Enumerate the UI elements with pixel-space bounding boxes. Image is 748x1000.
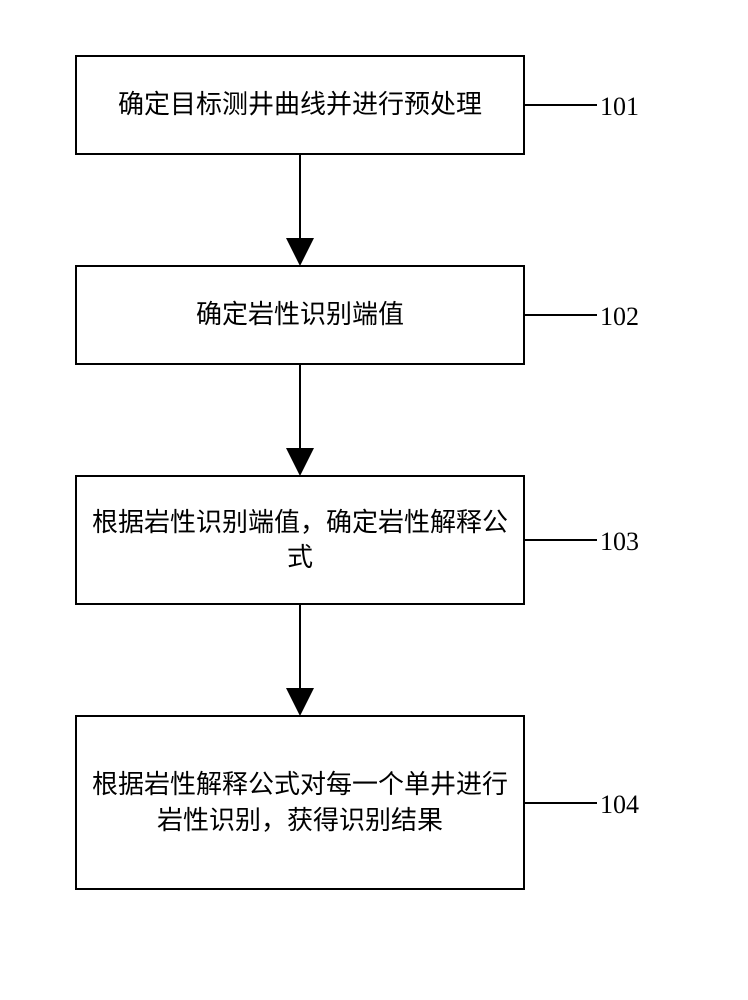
- flowchart-canvas: 确定目标测井曲线并进行预处理 确定岩性识别端值 根据岩性识别端值，确定岩性解释公…: [0, 0, 748, 1000]
- step-label-104: 104: [600, 790, 639, 820]
- step-label-101: 101: [600, 92, 639, 122]
- step-label-103: 103: [600, 527, 639, 557]
- arrow-1-2: [0, 0, 748, 1000]
- step-label-103-text: 103: [600, 527, 639, 556]
- step-label-101-text: 101: [600, 92, 639, 121]
- step-label-104-text: 104: [600, 790, 639, 819]
- step-label-102: 102: [600, 302, 639, 332]
- step-label-102-text: 102: [600, 302, 639, 331]
